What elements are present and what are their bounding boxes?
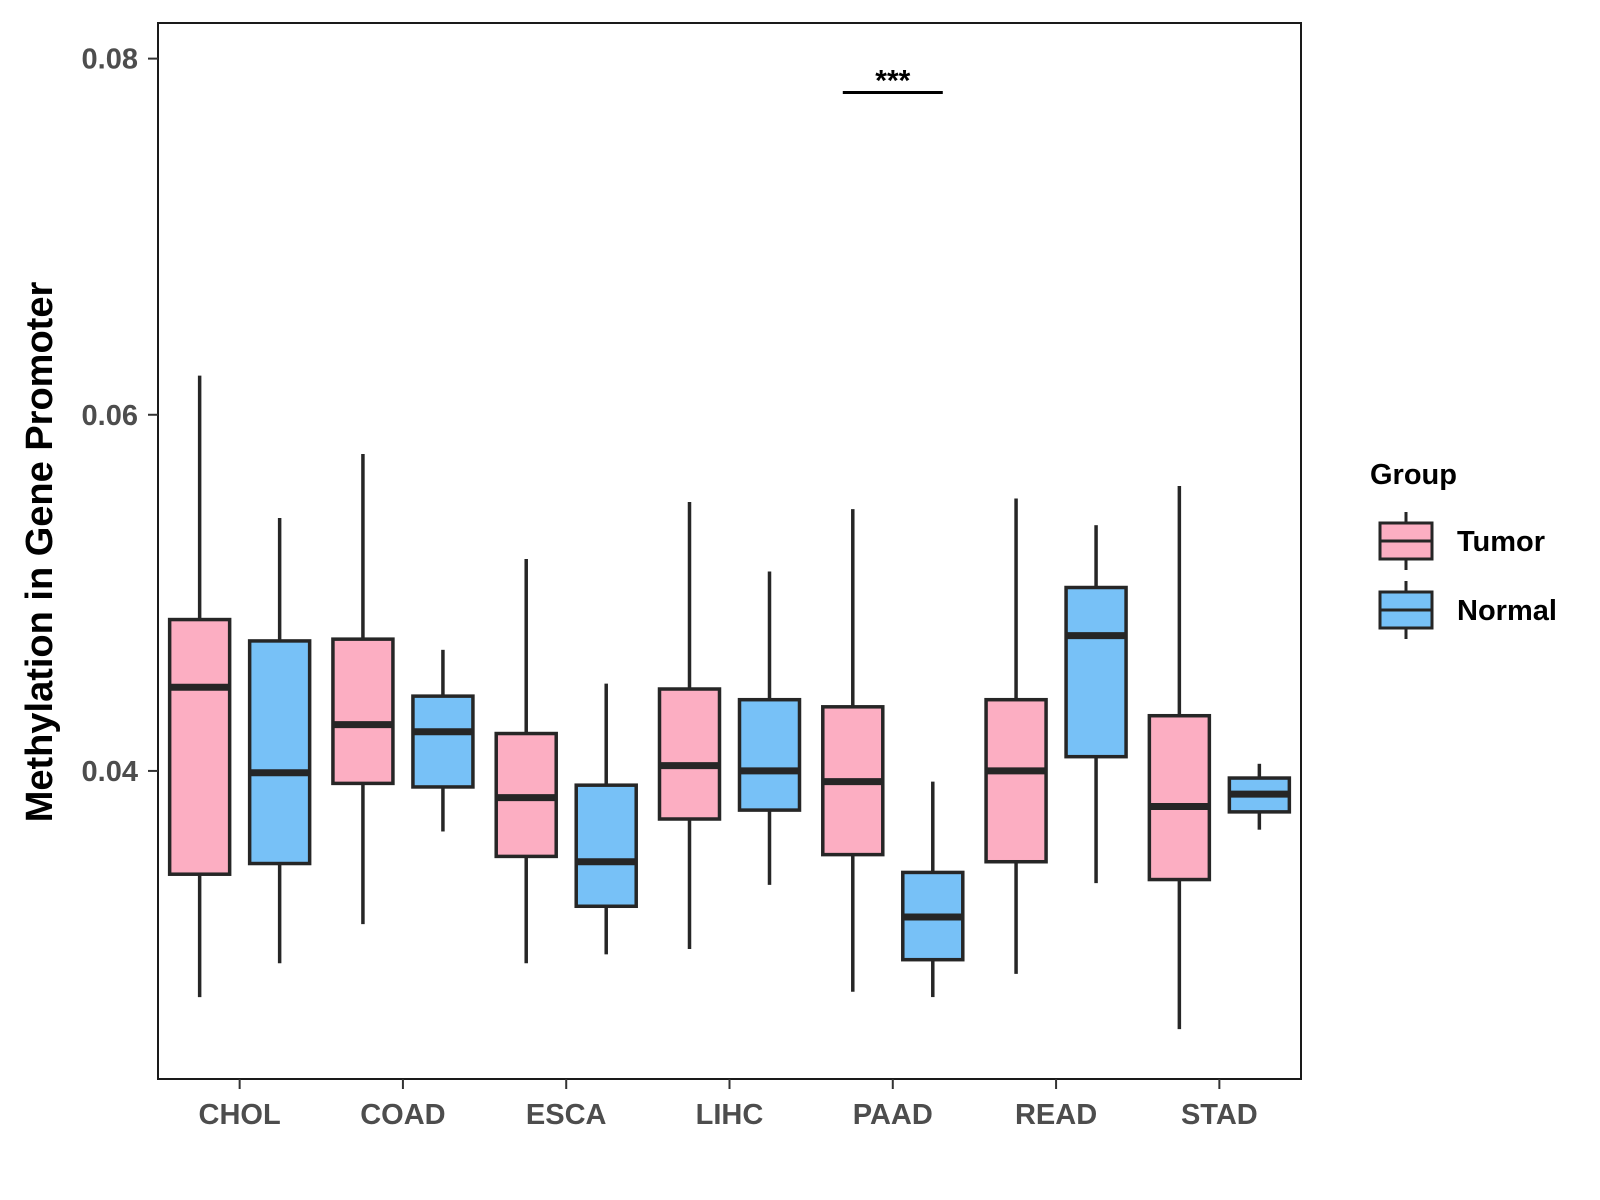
box-tumor-coad [331,453,395,925]
box-normal-coad [411,649,475,832]
box-iqr [574,783,638,909]
plot-panel [157,22,1302,1080]
significance-label: *** [875,64,910,97]
box-iqr [1064,585,1128,759]
x-tick-label: CHOL [199,1099,281,1131]
y-tick-label: 0.08 [82,44,138,76]
legend-label: Tumor [1457,526,1545,558]
box-tumor-esca [494,559,558,964]
box-iqr [411,694,475,789]
box-iqr [737,697,802,812]
box-normal-chol [247,518,312,964]
box-normal-stad [1227,763,1292,830]
x-axis: CHOL COAD ESCA LIHC PAAD READ STAD [199,1079,1258,1131]
y-axis: 0.04 0.06 0.08 [82,44,158,788]
box-tumor-read [984,498,1048,974]
box-normal-read [1064,525,1128,884]
legend-label: Normal [1457,595,1557,627]
x-tick-label: ESCA [526,1099,607,1131]
box-iqr [167,617,232,876]
box-tumor-paad [821,509,885,992]
box-tumor-lihc [657,502,722,950]
box-tumor-stad [1147,486,1212,1030]
box-series [167,375,1292,1030]
legend-title: Group [1370,459,1457,491]
box-iqr [984,697,1048,864]
box-normal-paad [901,781,965,998]
y-axis-title: Methylation in Gene Promoter [19,282,61,823]
box-iqr [657,687,722,821]
box-iqr [331,637,395,786]
y-tick-label: 0.06 [82,400,138,432]
legend-entry-normal: Normal [1378,581,1557,639]
significance-annotations: *** [842,64,943,97]
y-tick-label: 0.04 [82,756,138,788]
x-tick-label: READ [1015,1099,1097,1131]
x-tick-label: COAD [360,1099,445,1131]
box-iqr [247,639,312,866]
x-tick-label: PAAD [853,1099,933,1131]
box-iqr [1147,713,1212,882]
x-tick-label: LIHC [696,1099,764,1131]
box-normal-esca [574,683,638,955]
legend: Group Tumor Normal [1370,459,1557,639]
box-normal-lihc [737,571,802,885]
box-tumor-chol [167,375,232,998]
legend-entry-tumor: Tumor [1378,512,1545,570]
x-tick-label: STAD [1181,1099,1258,1131]
